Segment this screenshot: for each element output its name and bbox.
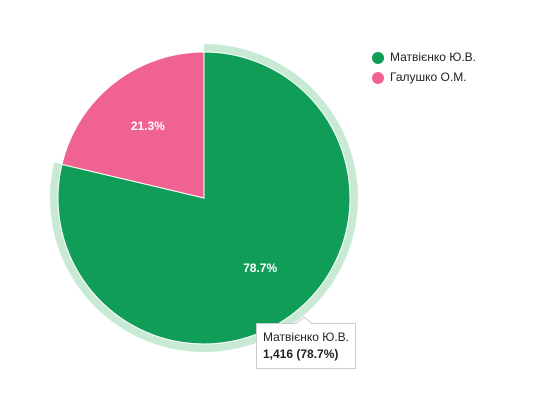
slice-label: 78.7% <box>243 261 277 275</box>
slice-label: 21.3% <box>131 119 165 133</box>
legend-label[interactable]: Матвієнко Ю.В. <box>390 50 476 64</box>
tooltip-text: 1,416 (78.7%) <box>263 347 338 361</box>
legend-label[interactable]: Галушко О.М. <box>390 70 467 84</box>
tooltip-box <box>256 316 356 369</box>
slice-highlight <box>50 44 358 352</box>
slice[interactable] <box>61 51 205 199</box>
legend-marker <box>372 52 384 64</box>
tooltip-title: Матвієнко Ю.В. <box>263 330 349 344</box>
legend-marker <box>372 72 384 84</box>
